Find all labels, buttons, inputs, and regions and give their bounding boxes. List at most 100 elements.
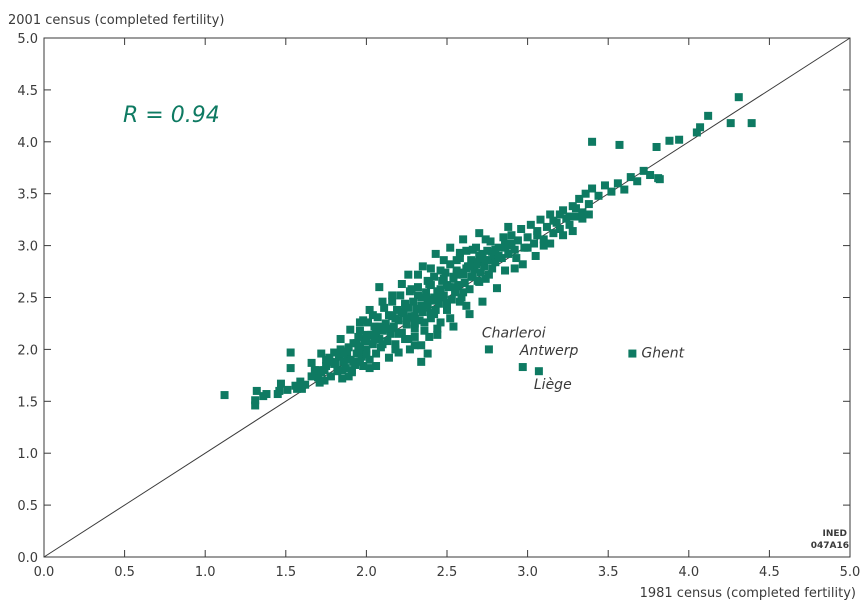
data-point — [307, 358, 316, 367]
data-point — [588, 137, 597, 146]
data-point — [465, 285, 474, 294]
data-point — [404, 303, 413, 312]
data-point — [251, 401, 260, 410]
data-point — [388, 291, 397, 300]
data-point — [370, 335, 379, 344]
data-point — [368, 340, 377, 349]
data-point — [475, 229, 484, 238]
data-point — [518, 363, 527, 372]
data-point — [639, 166, 648, 175]
y-axis-title: 2001 census (completed fertility) — [8, 13, 224, 28]
data-point — [504, 241, 513, 250]
data-point — [405, 345, 414, 354]
data-point — [372, 328, 381, 337]
data-point — [555, 210, 564, 219]
x-tick-label: 1.5 — [275, 565, 296, 580]
data-point — [513, 236, 522, 245]
data-point — [575, 194, 584, 203]
data-point — [646, 171, 655, 180]
data-point — [704, 111, 713, 120]
data-point — [396, 291, 405, 300]
data-point — [455, 297, 464, 306]
data-point — [317, 349, 326, 358]
data-point — [443, 305, 451, 314]
y-tick-label: 1.5 — [17, 395, 38, 410]
data-point — [315, 378, 324, 387]
data-point — [478, 297, 487, 306]
y-tick-label: 5.0 — [17, 32, 38, 47]
data-point — [423, 301, 432, 310]
data-point — [486, 237, 495, 246]
data-point — [457, 293, 466, 302]
data-point — [365, 364, 374, 373]
data-point — [468, 245, 477, 254]
annotation-label: Charleroi — [482, 325, 546, 341]
y-tick-label: 2.0 — [17, 343, 38, 358]
data-point — [418, 262, 427, 271]
data-point — [365, 305, 374, 314]
data-point — [391, 340, 400, 349]
data-point — [478, 254, 487, 263]
data-point — [655, 175, 664, 184]
data-point — [362, 345, 371, 354]
data-point — [483, 246, 492, 255]
y-tick-labels: 0.0 0.5 1.0 1.5 2.0 2.5 3.0 3.5 4.0 4.5 5.0 — [17, 32, 38, 566]
data-point — [692, 128, 701, 137]
data-point — [539, 241, 548, 250]
data-point — [415, 316, 424, 325]
data-point — [352, 339, 361, 348]
data-point — [336, 335, 345, 344]
data-point — [404, 270, 413, 279]
data-point — [465, 262, 474, 271]
data-point — [533, 231, 542, 240]
data-point — [344, 343, 353, 352]
y-tick-label: 3.5 — [17, 188, 38, 203]
data-point — [455, 248, 464, 257]
x-tick-label: 0.5 — [114, 565, 135, 580]
data-point — [354, 345, 363, 354]
data-point — [449, 322, 458, 331]
data-point — [375, 283, 384, 292]
data-point — [355, 326, 364, 335]
data-point — [343, 347, 352, 356]
data-point — [459, 235, 468, 244]
data-point — [283, 385, 292, 394]
data-point — [565, 220, 574, 229]
data-point — [373, 313, 382, 322]
data-point — [507, 231, 516, 240]
data-point — [531, 251, 540, 260]
data-point — [402, 314, 411, 323]
data-point — [423, 295, 432, 304]
data-point — [559, 231, 568, 240]
data-point — [370, 322, 379, 331]
data-point — [434, 299, 443, 308]
data-point — [430, 293, 439, 302]
data-point — [333, 367, 342, 376]
data-point — [412, 304, 421, 313]
data-point — [426, 281, 435, 290]
data-point — [481, 235, 490, 244]
data-point — [251, 396, 260, 405]
data-point — [439, 274, 448, 283]
data-point — [451, 288, 460, 297]
data-point — [391, 345, 400, 354]
data-point — [534, 367, 543, 376]
data-point — [394, 329, 403, 338]
data-point — [375, 335, 384, 344]
data-point — [726, 119, 735, 128]
data-point — [491, 258, 500, 267]
data-point — [571, 212, 580, 221]
data-point — [418, 308, 427, 317]
x-tick-label: 0.0 — [34, 565, 55, 580]
data-point — [355, 357, 364, 366]
data-point — [359, 362, 368, 371]
data-point — [413, 291, 422, 300]
data-point — [409, 297, 418, 306]
data-point — [626, 173, 635, 182]
data-point — [296, 377, 305, 386]
data-point — [536, 215, 545, 224]
data-point — [439, 256, 448, 265]
data-point — [452, 256, 461, 265]
y-tick-label: 4.0 — [17, 136, 38, 151]
data-points — [220, 93, 756, 410]
